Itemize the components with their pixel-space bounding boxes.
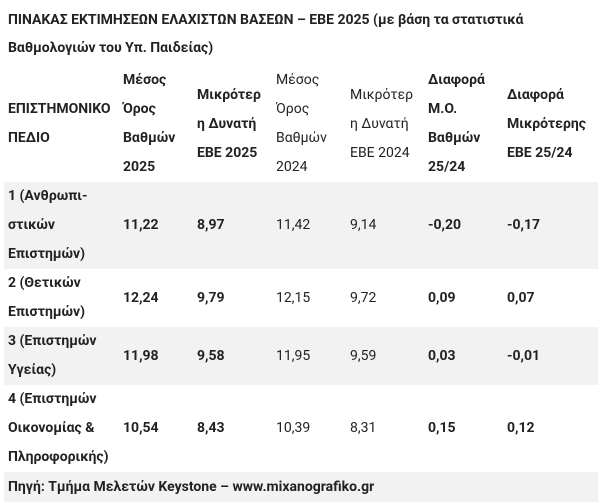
table-cell: Μικρότερη Δυνατή ΕΒΕ 2024 [350, 86, 414, 161]
table-cell: 11,98 [119, 327, 193, 385]
table-cell: Μέσος Όρος Βαθμών 2024 [276, 72, 327, 175]
table-cell: 11,22 [119, 182, 193, 269]
table-cell: 8,31 [350, 420, 377, 436]
table-cell: 10,54 [123, 420, 159, 436]
table-cell: 0,12 [507, 420, 535, 436]
table-row: 3 (Επιστημών Υγείας) 11,98 9,58 11,95 9,59 0,… [4, 327, 598, 385]
table-row: 1 (Ανθρωπι-στικών Επιστημών) 11,22 8,97 11,… [4, 182, 598, 269]
table-cell: 9,72 [350, 289, 377, 306]
table-cell: 11,95 [272, 327, 346, 385]
table: ΕΠΙΣΤΗΜΟΝΙΚΟ ΠΕΔΙΟ Μέσος Όρος Βαθμών 2025… [4, 66, 598, 472]
table-cell: Διαφορά Μικρότερης ΕΒΕ 25/24 [507, 86, 586, 161]
table-cell: -0,17 [503, 182, 598, 269]
table-cell: Διαφορά Μ.Ο. Βαθμών 25/24 [428, 72, 485, 175]
table-cell: 9,59 [346, 327, 424, 385]
table-cell: 1 (Ανθρωπι-στικών Επιστημών) [4, 182, 119, 269]
table-cell: 0,09 [428, 289, 456, 306]
source: Πηγή: Τμήμα Μελετών Keystone – www.mixan… [4, 472, 598, 502]
table-cell: -0,01 [503, 327, 598, 385]
table-cell: 2 (Θετικών Επιστημών) [8, 275, 86, 320]
table-cell: 4 (Επιστημών Οικονομίας & Πληροφορικής) [8, 391, 109, 465]
title: ΠΙΝΑΚΑΣ ΕΚΤΙΜΗΣΕΩΝ ΕΛΑΧΙΣΤΩΝ ΒΑΣΕΩΝ – ΕΒ… [8, 12, 524, 56]
table-cell: Μέσος Όρος Βαθμών 2025 [123, 72, 176, 175]
table-cell: 0,03 [424, 327, 503, 385]
table-cell: 10,39 [276, 420, 311, 436]
table-row: 2 (Θετικών Επιστημών) 12,24 9,79 12,15 9,72 0… [4, 269, 598, 327]
table-cell: 12,15 [276, 289, 311, 306]
table-cell: Μικρότερη Δυνατή ΕΒΕ 2025 [197, 86, 261, 161]
table-cell: 8,43 [197, 420, 225, 436]
table-cell: 8,97 [193, 182, 272, 269]
table-cell: 12,24 [123, 289, 159, 306]
table-cell: -0,20 [424, 182, 503, 269]
table-row: ΕΠΙΣΤΗΜΟΝΙΚΟ ΠΕΔΙΟ Μέσος Όρος Βαθμών 2025… [4, 66, 598, 182]
table-cell: 9,14 [346, 182, 424, 269]
table-cell: 11,42 [272, 182, 346, 269]
table-cell: 9,58 [193, 327, 272, 385]
table-cell: ΕΠΙΣΤΗΜΟΝΙΚΟ ΠΕΔΙΟ [8, 101, 111, 146]
table-row: 4 (Επιστημών Οικονομίας & Πληροφορικής) 1… [4, 385, 598, 472]
table-cell: 3 (Επιστημών Υγείας) [4, 327, 119, 385]
table-cell: 0,15 [428, 420, 456, 436]
table-cell: 9,79 [197, 289, 225, 306]
table-cell: 0,07 [507, 289, 535, 306]
